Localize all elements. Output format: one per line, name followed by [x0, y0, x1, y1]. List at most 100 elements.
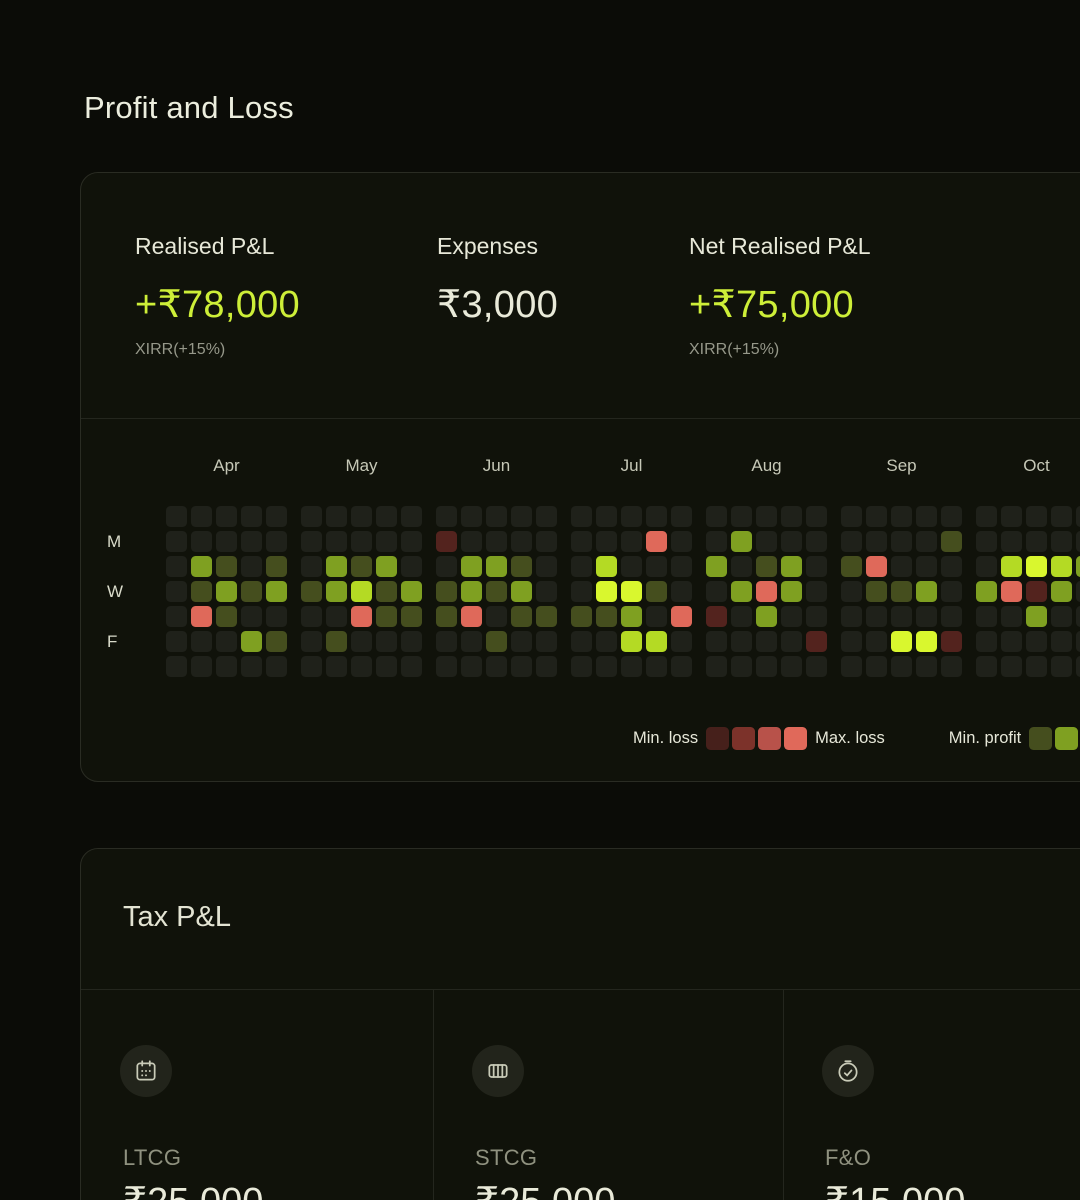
heatmap-cell[interactable]	[376, 606, 397, 627]
heatmap-cell[interactable]	[671, 606, 692, 627]
heatmap-cell[interactable]	[646, 581, 667, 602]
heatmap-cell[interactable]	[706, 631, 727, 652]
heatmap-cell[interactable]	[756, 606, 777, 627]
heatmap-cell[interactable]	[976, 581, 997, 602]
heatmap-cell[interactable]	[806, 506, 827, 527]
heatmap-cell[interactable]	[781, 631, 802, 652]
heatmap-cell[interactable]	[916, 506, 937, 527]
heatmap-cell[interactable]	[806, 606, 827, 627]
heatmap-cell[interactable]	[621, 656, 642, 677]
heatmap-cell[interactable]	[241, 531, 262, 552]
heatmap-cell[interactable]	[646, 506, 667, 527]
heatmap-cell[interactable]	[866, 556, 887, 577]
heatmap-cell[interactable]	[806, 631, 827, 652]
heatmap-cell[interactable]	[621, 631, 642, 652]
heatmap-cell[interactable]	[266, 606, 287, 627]
heatmap-cell[interactable]	[326, 506, 347, 527]
heatmap-cell[interactable]	[756, 631, 777, 652]
heatmap-cell[interactable]	[326, 531, 347, 552]
heatmap-cell[interactable]	[596, 656, 617, 677]
heatmap-cell[interactable]	[241, 606, 262, 627]
heatmap-cell[interactable]	[401, 531, 422, 552]
heatmap-cell[interactable]	[976, 656, 997, 677]
heatmap-cell[interactable]	[571, 631, 592, 652]
heatmap-cell[interactable]	[486, 581, 507, 602]
heatmap-cell[interactable]	[596, 631, 617, 652]
heatmap-cell[interactable]	[436, 656, 457, 677]
heatmap-cell[interactable]	[216, 531, 237, 552]
heatmap-cell[interactable]	[401, 506, 422, 527]
heatmap-cell[interactable]	[976, 556, 997, 577]
heatmap-cell[interactable]	[301, 631, 322, 652]
heatmap-cell[interactable]	[166, 556, 187, 577]
heatmap-cell[interactable]	[166, 531, 187, 552]
heatmap-cell[interactable]	[646, 656, 667, 677]
heatmap-cell[interactable]	[461, 556, 482, 577]
heatmap-cell[interactable]	[941, 606, 962, 627]
heatmap-cell[interactable]	[166, 581, 187, 602]
heatmap-cell[interactable]	[731, 556, 752, 577]
heatmap-cell[interactable]	[191, 556, 212, 577]
heatmap-cell[interactable]	[351, 581, 372, 602]
heatmap-cell[interactable]	[486, 506, 507, 527]
heatmap-cell[interactable]	[461, 656, 482, 677]
heatmap-cell[interactable]	[891, 606, 912, 627]
heatmap-cell[interactable]	[436, 556, 457, 577]
heatmap-cell[interactable]	[671, 581, 692, 602]
heatmap-cell[interactable]	[916, 656, 937, 677]
heatmap-cell[interactable]	[866, 581, 887, 602]
heatmap-cell[interactable]	[376, 631, 397, 652]
heatmap-cell[interactable]	[536, 531, 557, 552]
heatmap-cell[interactable]	[1051, 631, 1072, 652]
heatmap-cell[interactable]	[436, 631, 457, 652]
heatmap-cell[interactable]	[1076, 531, 1080, 552]
heatmap-cell[interactable]	[376, 556, 397, 577]
heatmap-cell[interactable]	[731, 531, 752, 552]
heatmap-cell[interactable]	[891, 531, 912, 552]
heatmap-cell[interactable]	[1001, 606, 1022, 627]
heatmap-cell[interactable]	[731, 606, 752, 627]
heatmap-cell[interactable]	[326, 631, 347, 652]
heatmap-cell[interactable]	[326, 606, 347, 627]
heatmap-cell[interactable]	[756, 581, 777, 602]
heatmap-cell[interactable]	[486, 531, 507, 552]
heatmap-cell[interactable]	[436, 531, 457, 552]
heatmap-cell[interactable]	[731, 581, 752, 602]
heatmap-cell[interactable]	[841, 556, 862, 577]
heatmap-cell[interactable]	[351, 631, 372, 652]
heatmap-cell[interactable]	[646, 556, 667, 577]
heatmap-cell[interactable]	[571, 606, 592, 627]
heatmap-cell[interactable]	[461, 631, 482, 652]
heatmap-cell[interactable]	[1001, 631, 1022, 652]
heatmap-cell[interactable]	[216, 581, 237, 602]
heatmap-cell[interactable]	[511, 656, 532, 677]
heatmap-cell[interactable]	[1026, 656, 1047, 677]
heatmap-cell[interactable]	[866, 506, 887, 527]
heatmap-cell[interactable]	[571, 581, 592, 602]
heatmap-cell[interactable]	[326, 581, 347, 602]
heatmap-cell[interactable]	[916, 531, 937, 552]
heatmap-cell[interactable]	[486, 656, 507, 677]
heatmap-cell[interactable]	[241, 656, 262, 677]
heatmap-cell[interactable]	[866, 631, 887, 652]
heatmap-cell[interactable]	[806, 581, 827, 602]
heatmap-cell[interactable]	[266, 531, 287, 552]
heatmap-cell[interactable]	[266, 656, 287, 677]
heatmap-cell[interactable]	[216, 556, 237, 577]
heatmap-cell[interactable]	[596, 606, 617, 627]
heatmap-cell[interactable]	[301, 531, 322, 552]
heatmap-cell[interactable]	[941, 656, 962, 677]
heatmap-cell[interactable]	[866, 606, 887, 627]
heatmap-cell[interactable]	[841, 631, 862, 652]
heatmap-cell[interactable]	[536, 556, 557, 577]
heatmap-cell[interactable]	[511, 631, 532, 652]
heatmap-cell[interactable]	[351, 531, 372, 552]
heatmap-cell[interactable]	[301, 656, 322, 677]
heatmap-cell[interactable]	[1051, 581, 1072, 602]
heatmap-cell[interactable]	[301, 606, 322, 627]
heatmap-cell[interactable]	[596, 531, 617, 552]
heatmap-cell[interactable]	[1051, 556, 1072, 577]
heatmap-cell[interactable]	[916, 631, 937, 652]
heatmap-cell[interactable]	[941, 631, 962, 652]
heatmap-cell[interactable]	[706, 581, 727, 602]
